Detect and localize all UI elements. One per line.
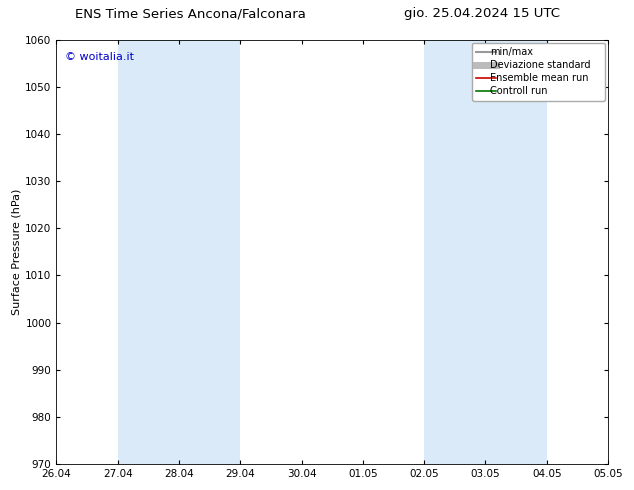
Bar <box>486 40 547 464</box>
Y-axis label: Surface Pressure (hPa): Surface Pressure (hPa) <box>11 189 21 315</box>
Text: © woitalia.it: © woitalia.it <box>65 52 134 62</box>
Bar <box>179 40 240 464</box>
Text: ENS Time Series Ancona/Falconara: ENS Time Series Ancona/Falconara <box>75 7 306 20</box>
Bar <box>608 40 634 464</box>
Legend: min/max, Deviazione standard, Ensemble mean run, Controll run: min/max, Deviazione standard, Ensemble m… <box>472 43 605 101</box>
Bar <box>118 40 179 464</box>
Text: gio. 25.04.2024 15 UTC: gio. 25.04.2024 15 UTC <box>404 7 560 20</box>
Bar <box>424 40 486 464</box>
